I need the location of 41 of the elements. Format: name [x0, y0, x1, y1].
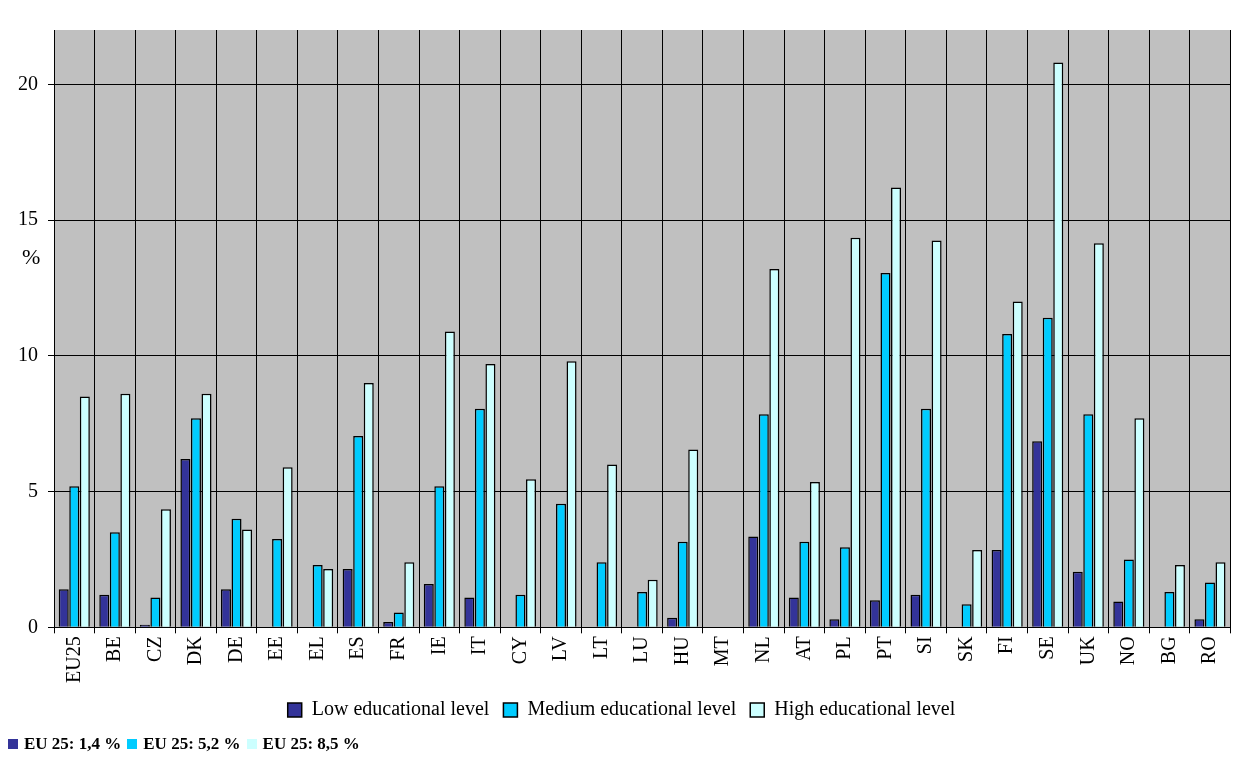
text: EU 25: 8,5 %	[262, 734, 360, 754]
x-tick-label: FI	[994, 636, 1017, 655]
x-tick-label: DE	[223, 636, 246, 664]
x-tick-label: LU	[629, 635, 652, 664]
x-tick-label: LV	[548, 635, 571, 662]
y-tick-label: 10	[18, 343, 38, 366]
x-tick-label: EE	[264, 636, 287, 661]
x-tick-label: MT	[710, 636, 733, 667]
y-axis-title: %	[22, 244, 41, 270]
x-tick-label: EL	[304, 636, 327, 661]
x-tick-label: SK	[953, 635, 976, 662]
x-tick-label: AT	[791, 636, 814, 661]
legend-label: High educational level	[774, 697, 956, 721]
x-tick-label: EU25	[61, 636, 84, 684]
x-tick-label: DK	[183, 635, 206, 666]
x-tick-label: IE	[426, 636, 449, 656]
x-tick-label: NO	[1116, 636, 1139, 666]
x-tick-label: RO	[1197, 636, 1220, 665]
y-tick-label: 0	[28, 614, 38, 637]
x-tick-label: BE	[102, 636, 125, 662]
text: EU 25: 1,4 %	[24, 734, 122, 754]
text: EU 25: 5,2 %	[143, 734, 241, 754]
x-tick-label: FR	[386, 635, 409, 661]
x-tick-label: NL	[751, 636, 774, 664]
y-tick-label: 5	[28, 478, 38, 501]
x-tick-label: PL	[832, 636, 855, 660]
x-tick-label: ES	[345, 636, 368, 660]
x-tick-label: PT	[872, 636, 895, 660]
y-tick-label: 20	[18, 71, 38, 94]
x-tick-label: SE	[1034, 636, 1057, 660]
x-tick-label: LT	[588, 636, 611, 659]
x-tick-label: UK	[1075, 635, 1098, 666]
legend-label: Low educational level	[311, 697, 490, 720]
x-tick-label: IT	[467, 636, 490, 656]
y-tick-label: 15	[18, 207, 38, 230]
x-tick-label: SI	[913, 636, 936, 655]
x-tick-label: CZ	[142, 636, 165, 662]
x-tick-label: HU	[669, 635, 692, 666]
x-tick-label: BG	[1156, 636, 1179, 665]
x-tick-label: CY	[507, 636, 530, 665]
legend-label: Medium educational level	[527, 697, 737, 720]
